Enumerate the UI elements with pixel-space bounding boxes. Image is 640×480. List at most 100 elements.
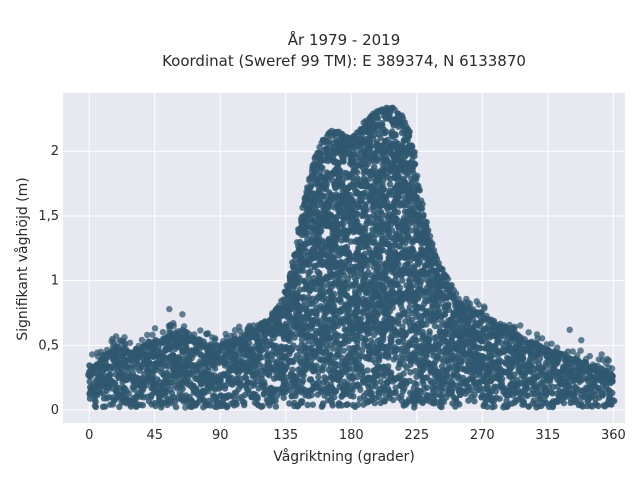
scatter-point [254,394,261,401]
scatter-point [329,402,336,409]
scatter-point [448,281,455,289]
scatter-point [371,163,378,170]
scatter-point [273,392,281,399]
scatter-point [374,311,381,318]
scatter-point [298,398,306,405]
scatter-point [355,202,363,210]
scatter-point [315,374,322,381]
scatter-point [111,381,118,388]
scatter-point [438,385,445,392]
scatter-point [406,278,414,285]
scatter-point [423,384,431,391]
scatter-point [238,382,245,390]
scatter-point [395,172,402,179]
scatter-point [353,169,361,176]
scatter-point [385,363,392,370]
scatter-point [409,149,417,156]
scatter-point [382,128,389,135]
scatter-point [327,211,335,219]
scatter-point [408,142,415,149]
scatter-point [380,185,387,193]
scatter-point [309,401,316,408]
scatter-point [320,362,327,370]
scatter-point [344,401,351,408]
scatter-point [319,164,326,171]
scatter-point [388,337,395,345]
scatter-point [406,128,413,135]
scatter-point [380,336,387,344]
scatter-point [435,301,442,308]
scatter-point [444,275,452,283]
scatter-point [354,339,361,346]
scatter-point [358,347,366,354]
scatter-point [377,378,384,385]
scatter-point [241,401,248,409]
scatter-point [350,393,357,400]
scatter-point [362,190,370,197]
scatter-point [258,354,265,361]
scatter-point [177,355,184,362]
scatter-point [197,351,204,358]
scatter-point [376,353,383,361]
scatter-point [382,195,389,202]
scatter-point [366,140,373,147]
scatter-point [436,324,443,331]
scatter-point [426,330,433,338]
scatter-point [305,273,312,281]
scatter-point [325,202,332,209]
scatter-point [340,158,347,165]
scatter-point [386,370,394,377]
scatter-point [406,303,413,311]
scatter-point [294,275,302,282]
scatter-point [321,374,328,381]
scatter-point [304,401,311,409]
scatter-point [453,399,461,406]
scatter-point [315,379,322,386]
scatter-point [330,394,338,401]
scatter-point [272,397,279,404]
scatter-point [395,261,402,268]
scatter-point [468,386,476,394]
scatter-point [392,384,399,391]
scatter-point [358,363,365,370]
scatter-point [179,385,186,393]
scatter-point [392,346,400,353]
scatter-point [340,220,347,228]
scatter-point [443,371,450,379]
scatter-point [395,192,402,199]
scatter-point [345,366,353,373]
scatter-point [260,381,267,389]
scatter-point [172,403,180,411]
scatter-point [299,377,307,384]
scatter-point [393,354,400,361]
scatter-point [223,404,230,411]
scatter-point [426,232,434,240]
scatter-point [364,161,371,168]
scatter-point [286,400,293,407]
scatter-point [389,396,397,404]
scatter-point [377,134,384,142]
scatter-point [394,320,402,327]
scatter-point [414,172,421,180]
scatter-point [366,175,374,182]
scatter-point [144,366,151,373]
scatter-point [262,331,269,338]
scatter-point [401,332,408,340]
scatter-point [332,388,339,396]
scatter-point [379,247,387,254]
scatter-point [340,347,347,354]
scatter-point [335,332,343,339]
scatter-point [377,208,385,216]
scatter-point [418,205,426,212]
scatter-point [357,386,364,393]
scatter-point [325,353,333,360]
scatter-point [131,386,138,393]
scatter-point [260,391,267,398]
scatter-point [376,255,384,262]
scatter-point [413,194,420,201]
scatter-point [220,371,227,378]
scatter-point [388,227,396,234]
scatter-point [338,402,345,409]
scatter-point [355,315,363,323]
scatter-point [398,392,405,400]
